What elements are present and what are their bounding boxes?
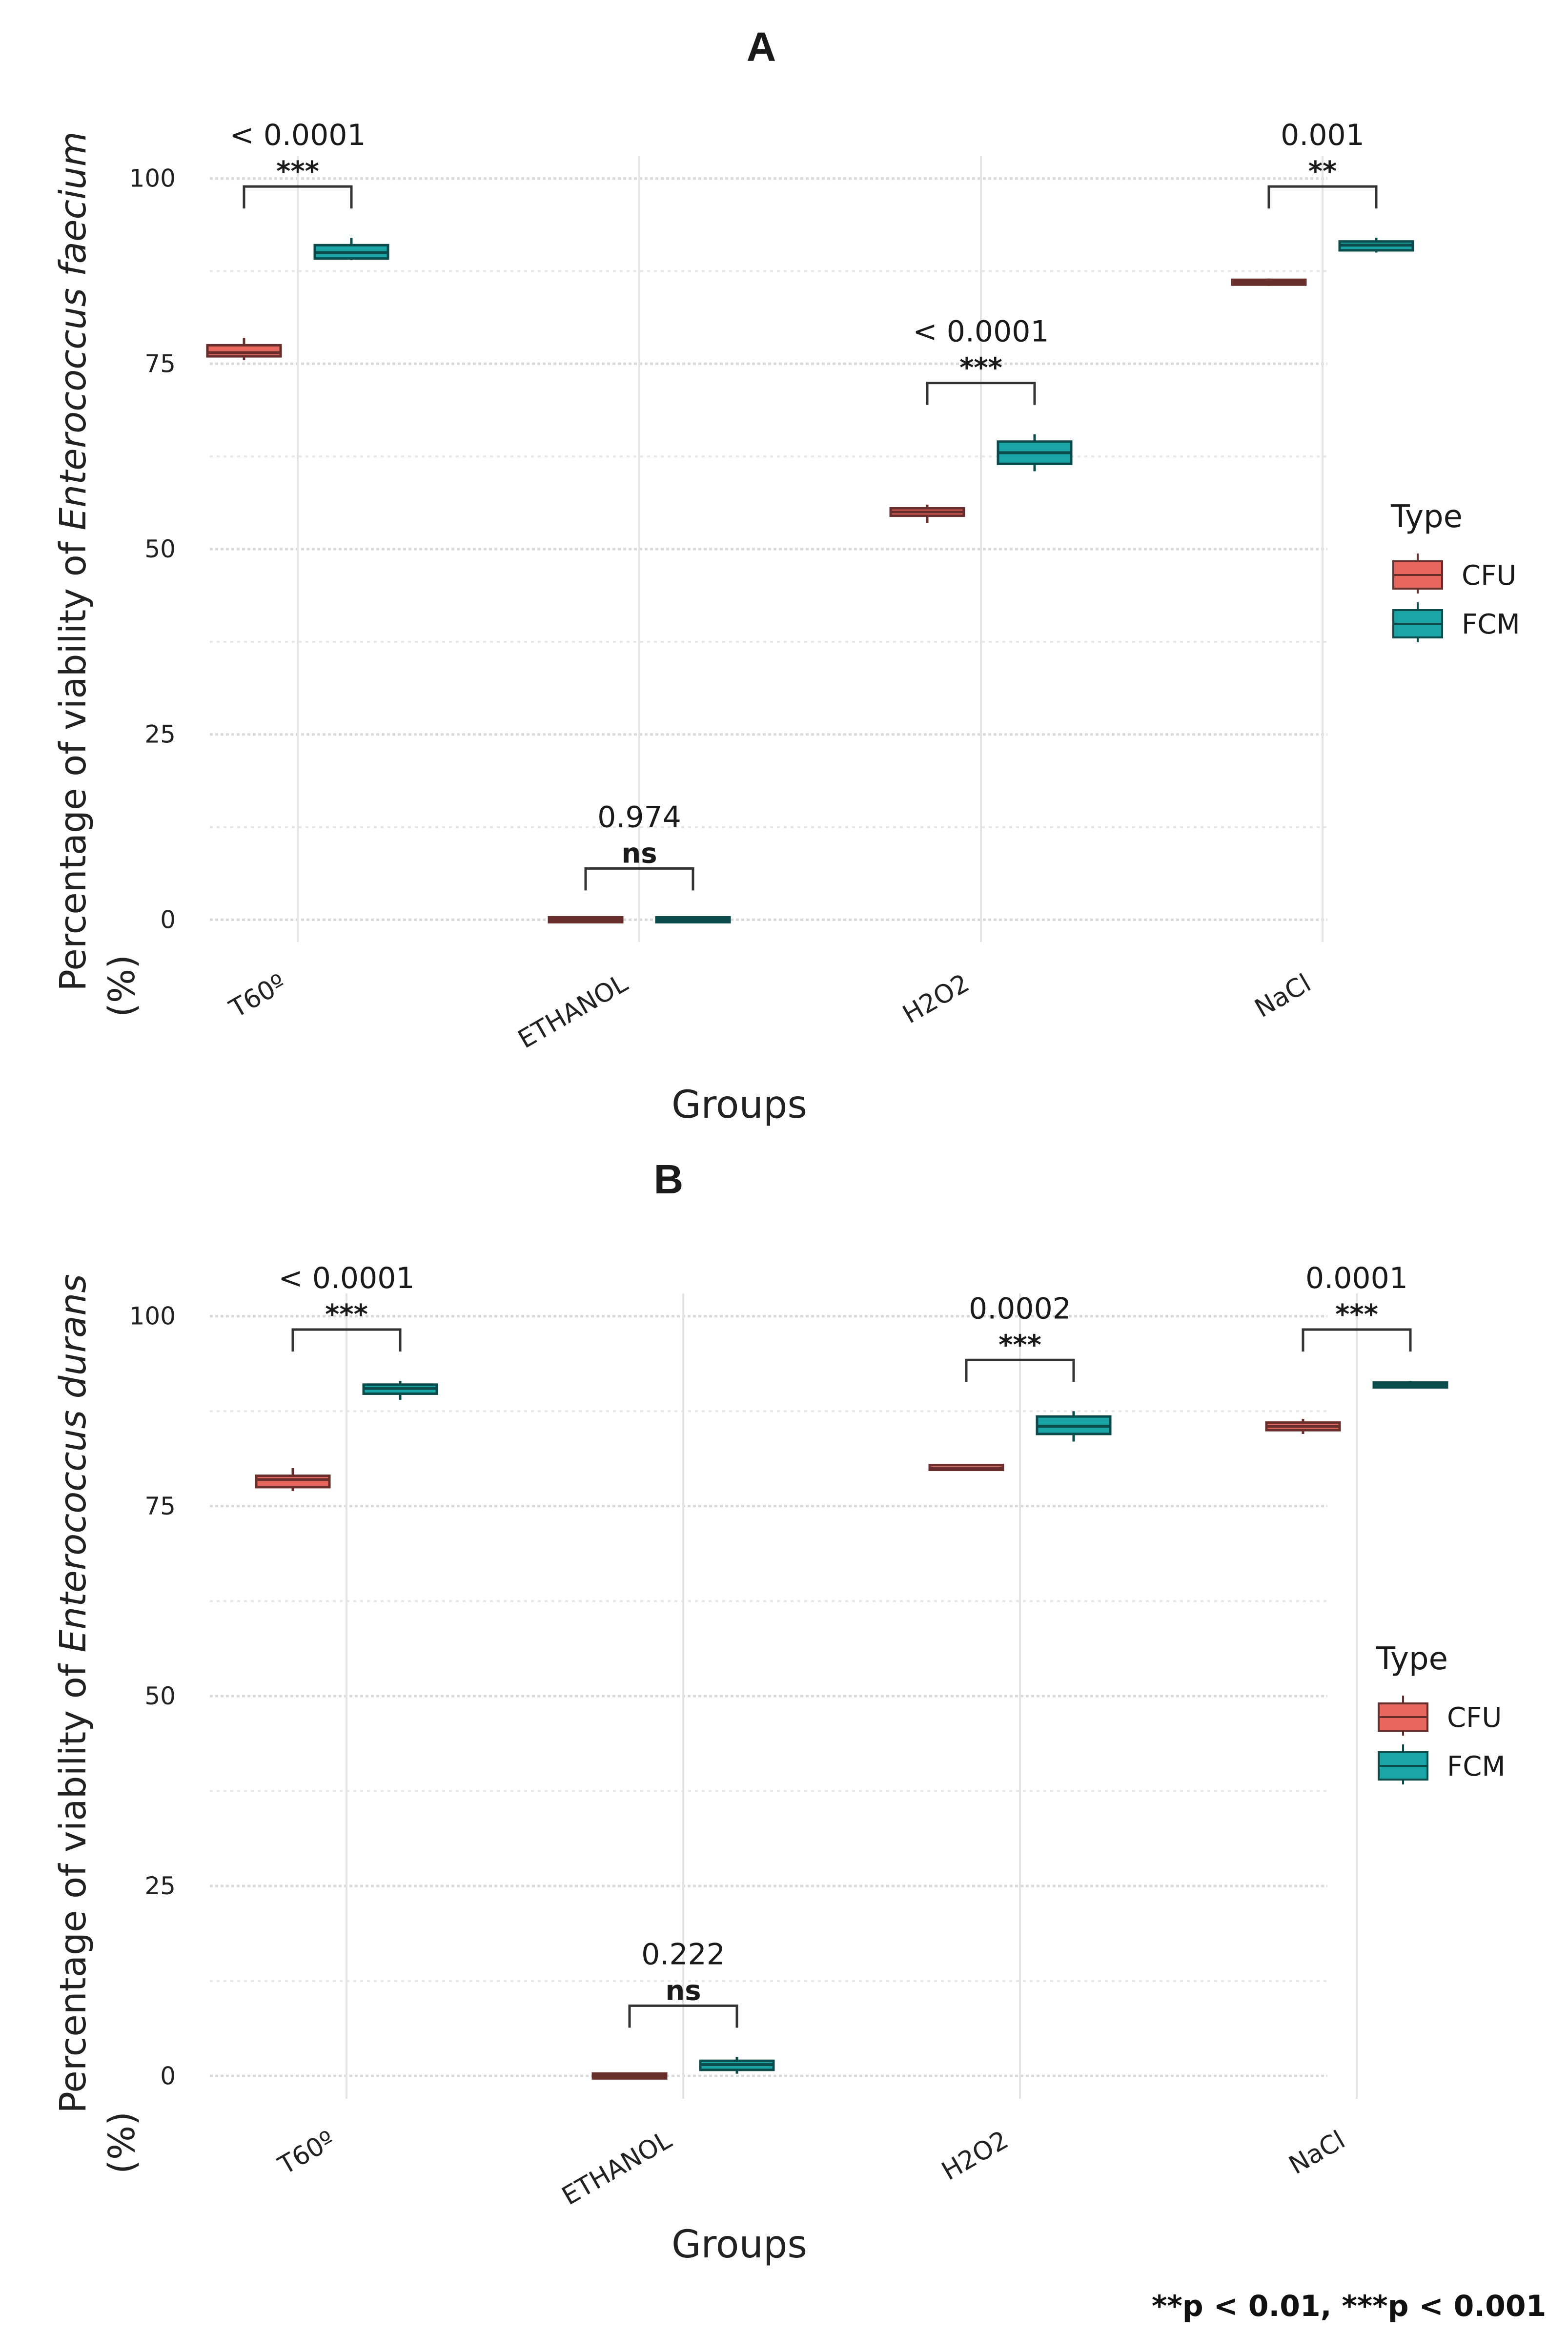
bracket-line: [291, 1328, 402, 1352]
significance-bracket: *** 0.0001: [1302, 1261, 1412, 1352]
box-cfu-2: [889, 504, 965, 523]
y-tick-label: 50: [144, 1682, 176, 1710]
footnote: **p < 0.01, ***p < 0.001: [1152, 2289, 1546, 2323]
significance-stars: ***: [959, 352, 1002, 384]
x-tick-label: T60º: [224, 968, 291, 1024]
legend-key-cfu: [1392, 553, 1443, 594]
y-axis-title-prefix: Percentage of viability of: [52, 531, 94, 991]
y-axis-unit: (%): [101, 2111, 143, 2174]
p-value-label: 0.0002: [969, 1291, 1071, 1326]
bracket-line: [584, 867, 694, 891]
p-value-label: 0.222: [641, 1937, 725, 1971]
legend-key-fcm: [1378, 1744, 1428, 1784]
significance-bracket: *** < 0.0001: [278, 1261, 415, 1352]
legend-label: CFU: [1447, 1702, 1502, 1734]
y-tick-label: 0: [160, 2062, 176, 2090]
x-tick-label: T60º: [273, 2125, 340, 2181]
legend: Type CFU FCM: [1390, 499, 1520, 642]
panel-letter: B: [654, 1156, 684, 1202]
legend-key-fcm: [1392, 602, 1443, 642]
y-axis-title-prefix: Percentage of viability of: [52, 1653, 94, 2113]
box-cfu-0: [206, 338, 282, 360]
box: [206, 344, 282, 358]
bracket-line: [628, 2004, 738, 2028]
y-axis-title-species: Enterococcus faecium: [52, 131, 94, 530]
box-cfu-1: [548, 916, 624, 923]
box-fcm-3: [1338, 238, 1414, 253]
x-tick-label: ETHANOL: [513, 968, 633, 1054]
box-cfu-0: [255, 1468, 331, 1491]
gridlines: [210, 1293, 1358, 2099]
significance-bracket: ns 0.974: [584, 800, 694, 891]
x-axis-title: Groups: [672, 1083, 807, 1127]
y-axis-unit: (%): [101, 955, 143, 1017]
bracket-line: [243, 185, 353, 209]
box-cfu-1: [591, 2072, 668, 2080]
box-fcm-2: [997, 434, 1073, 471]
box-fcm-0: [362, 1381, 438, 1400]
y-axis-title-species: Enterococcus durans: [52, 1274, 94, 1652]
y-axis-title: Percentage of viability of Enterococcus …: [52, 131, 94, 991]
significance-stars: ***: [325, 1299, 368, 1331]
box-cfu-3: [1265, 1418, 1341, 1434]
box-cfu-3: [1231, 278, 1307, 286]
p-value-label: < 0.0001: [229, 118, 366, 152]
y-tick-label: 25: [144, 720, 176, 749]
legend-key-cfu: [1378, 1696, 1428, 1736]
legend-title: Type: [1390, 499, 1463, 535]
significance-stars: ***: [998, 1329, 1041, 1361]
y-tick-label: 100: [129, 1302, 176, 1331]
significance-stars: ***: [1335, 1299, 1378, 1331]
significance-bracket: ** 0.001: [1267, 118, 1378, 209]
x-tick-label: H2O2: [937, 2125, 1014, 2186]
box: [255, 1475, 331, 1489]
p-value-label: < 0.0001: [278, 1261, 414, 1295]
p-value-label: 0.974: [597, 800, 681, 834]
box-fcm-3: [1372, 1381, 1448, 1389]
x-axis-title: Groups: [672, 2223, 807, 2267]
y-tick-label: 0: [160, 905, 176, 934]
y-tick-label: 75: [144, 349, 176, 378]
box-fcm-1: [655, 916, 731, 923]
box-fcm-1: [699, 2057, 775, 2074]
significance-bracket: ***< 0.0001: [913, 315, 1049, 405]
bracket-line: [1302, 1328, 1412, 1352]
significance-bracket: *** < 0.0001: [229, 118, 366, 209]
bracket-line: [965, 1358, 1075, 1382]
significance-bracket: ns 0.222: [628, 1937, 738, 2028]
box-cfu-2: [928, 1463, 1004, 1471]
legend: Type CFU FCM: [1376, 1641, 1506, 1784]
gridlines: [210, 156, 1327, 942]
x-tick-label: ETHANOL: [557, 2125, 677, 2211]
significance-stars: ***: [276, 156, 319, 187]
y-tick-label: 100: [129, 164, 176, 193]
bracket-line: [1267, 185, 1378, 209]
significance-stars: ns: [621, 838, 657, 869]
y-tick-label: 75: [144, 1492, 176, 1520]
box-fcm-0: [313, 238, 389, 260]
x-tick-label: NaCl: [1284, 2125, 1350, 2180]
p-value-label: 0.0001: [1305, 1261, 1408, 1295]
y-axis-title: Percentage of viability of Enterococcus …: [52, 1274, 94, 2113]
bracket-line: [926, 382, 1036, 405]
significance-bracket: ***0.0002: [965, 1291, 1075, 1382]
panel-letter: A: [747, 24, 776, 70]
y-tick-label: 50: [144, 535, 176, 563]
box-fcm-2: [1036, 1411, 1112, 1442]
y-tick-label: 25: [144, 1872, 176, 1900]
x-tick-label: H2O2: [898, 968, 975, 1029]
p-value-label: 0.001: [1281, 118, 1364, 152]
legend-label: FCM: [1447, 1751, 1506, 1782]
legend-title: Type: [1376, 1641, 1448, 1677]
legend-label: FCM: [1462, 609, 1520, 640]
significance-stars: **: [1308, 156, 1337, 187]
x-tick-label: NaCl: [1250, 968, 1316, 1024]
significance-stars: ns: [665, 1975, 701, 2007]
p-value-label: < 0.0001: [913, 315, 1049, 349]
legend-label: CFU: [1462, 560, 1516, 592]
